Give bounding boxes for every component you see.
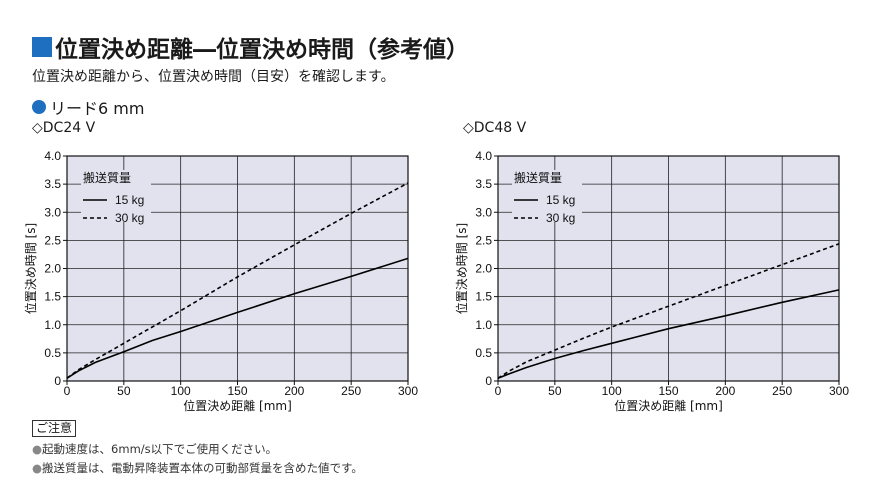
y-axis-label: 位置決め時間 [s] — [23, 223, 38, 314]
y-tick-label: 3.0 — [44, 205, 61, 219]
title-square-marker — [32, 37, 52, 57]
x-tick-label: 100 — [171, 384, 191, 398]
note-item: ●搬送質量は、電動昇降装置本体の可動部質量を含めた値です。 — [32, 460, 363, 476]
page-title-text: 位置決め距離―位置決め時間（参考値） — [55, 37, 469, 63]
series-line-15kg — [497, 289, 840, 379]
y-tick-label: 1.5 — [44, 290, 61, 304]
y-tick-label: 2.5 — [475, 233, 492, 247]
note-bullet-icon: ● — [32, 442, 43, 456]
x-tick-label: 50 — [117, 384, 131, 398]
x-tick-label: 200 — [284, 384, 304, 398]
y-tick-label: 2.5 — [44, 233, 61, 247]
lead-heading: リード6 mm — [32, 95, 144, 119]
chart-dc48: 0 0.5 1.0 1.5 2.0 2.5 3.0 3.5 4.0 0 50 100 150 200 250… — [454, 149, 849, 413]
y-tick-label: 0 — [54, 374, 61, 388]
y-tick-label: 1.5 — [475, 290, 492, 304]
chart-dc24-title: ◇DC24 V — [32, 120, 96, 136]
x-tick-label: 300 — [398, 384, 418, 398]
x-tick-label: 150 — [658, 384, 678, 398]
x-tick-label: 300 — [829, 384, 849, 398]
y-tick-label: 2.0 — [475, 262, 492, 276]
y-tick-label: 4.0 — [44, 149, 61, 163]
bullet-dot-icon — [32, 100, 46, 114]
y-axis-label: 位置決め時間 [s] — [454, 223, 469, 314]
series-line-15kg — [66, 257, 409, 379]
x-tick-label: 250 — [772, 384, 792, 398]
page-subtitle: 位置決め距離から、位置決め時間（目安）を確認します。 — [32, 69, 395, 85]
y-tick-label: 3.5 — [44, 177, 61, 191]
legend-background — [512, 170, 582, 222]
legend-entry-label: 30 kg — [546, 211, 575, 225]
legend-title: 搬送質量 — [514, 170, 562, 185]
legend-background — [81, 170, 151, 222]
y-tick-label: 2.0 — [44, 262, 61, 276]
x-tick-label: 100 — [602, 384, 622, 398]
x-axis-label: 位置決め距離 [mm] — [183, 398, 292, 413]
y-tick-label: 0 — [485, 374, 492, 388]
notes-title: ご注意 — [32, 420, 77, 437]
note-bullet-icon: ● — [32, 461, 43, 475]
series-line-30kg — [497, 243, 840, 379]
note-text: 起動速度は、6mm/s以下でご使用ください。 — [42, 442, 278, 456]
chart-dc24: 0 0.5 1.0 1.5 2.0 2.5 3.0 3.5 4.0 0 50 100 150 200 250… — [23, 149, 418, 413]
note-item: ●起動速度は、6mm/s以下でご使用ください。 — [32, 441, 277, 457]
legend-title: 搬送質量 — [83, 170, 131, 185]
y-tick-label: 0.5 — [475, 346, 492, 360]
lead-heading-text: リード6 mm — [50, 99, 145, 118]
x-tick-label: 0 — [64, 384, 71, 398]
page-title: 位置決め距離―位置決め時間（参考値） — [32, 30, 469, 64]
x-tick-label: 0 — [495, 384, 502, 398]
y-tick-label: 3.5 — [475, 177, 492, 191]
y-tick-label: 3.0 — [475, 205, 492, 219]
legend-entry-label: 15 kg — [115, 193, 144, 207]
legend-entry-label: 15 kg — [546, 193, 575, 207]
x-tick-label: 150 — [227, 384, 247, 398]
x-tick-label: 250 — [341, 384, 361, 398]
x-tick-label: 200 — [715, 384, 735, 398]
chart-dc48-title: ◇DC48 V — [463, 120, 527, 136]
y-tick-label: 0.5 — [44, 346, 61, 360]
y-tick-label: 1.0 — [475, 318, 492, 332]
y-tick-label: 1.0 — [44, 318, 61, 332]
y-tick-label: 4.0 — [475, 149, 492, 163]
legend-entry-label: 30 kg — [115, 211, 144, 225]
note-text: 搬送質量は、電動昇降装置本体の可動部質量を含めた値です。 — [42, 461, 363, 475]
x-axis-label: 位置決め距離 [mm] — [614, 398, 723, 413]
x-tick-label: 50 — [548, 384, 562, 398]
